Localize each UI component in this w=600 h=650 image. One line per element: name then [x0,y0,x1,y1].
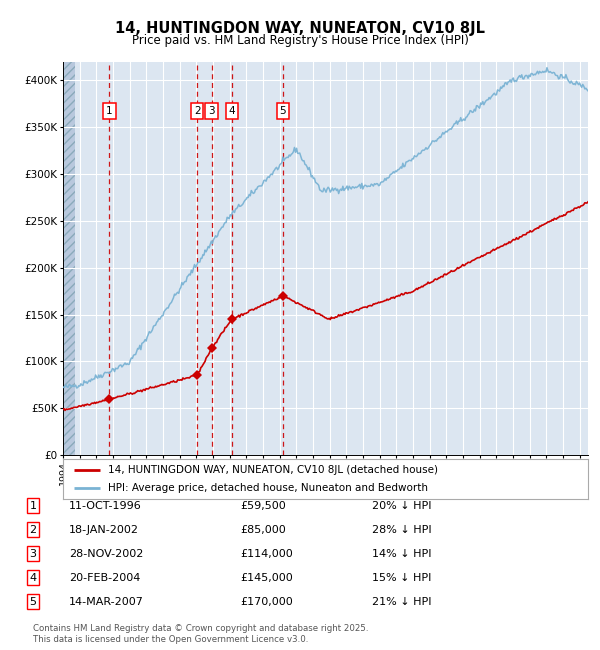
Text: £114,000: £114,000 [240,549,293,559]
Text: 28-NOV-2002: 28-NOV-2002 [69,549,143,559]
Text: 2: 2 [29,525,37,535]
Text: 4: 4 [229,106,235,116]
Text: £145,000: £145,000 [240,573,293,583]
Bar [63,62,74,455]
Text: 5: 5 [280,106,286,116]
Text: 14, HUNTINGDON WAY, NUNEATON, CV10 8JL (detached house): 14, HUNTINGDON WAY, NUNEATON, CV10 8JL (… [107,465,437,474]
Text: 5: 5 [29,597,37,607]
Text: 18-JAN-2002: 18-JAN-2002 [69,525,139,535]
Text: 1: 1 [29,500,37,511]
Text: 3: 3 [29,549,37,559]
Text: 11-OCT-1996: 11-OCT-1996 [69,500,142,511]
Text: 14-MAR-2007: 14-MAR-2007 [69,597,144,607]
Text: £85,000: £85,000 [240,525,286,535]
Text: 14, HUNTINGDON WAY, NUNEATON, CV10 8JL: 14, HUNTINGDON WAY, NUNEATON, CV10 8JL [115,21,485,36]
Text: 1: 1 [106,106,113,116]
Text: 2: 2 [194,106,200,116]
Text: 3: 3 [208,106,215,116]
Text: 14% ↓ HPI: 14% ↓ HPI [372,549,431,559]
Text: 4: 4 [29,573,37,583]
Text: 28% ↓ HPI: 28% ↓ HPI [372,525,431,535]
Text: 20-FEB-2004: 20-FEB-2004 [69,573,140,583]
Text: 20% ↓ HPI: 20% ↓ HPI [372,500,431,511]
Text: Contains HM Land Registry data © Crown copyright and database right 2025.
This d: Contains HM Land Registry data © Crown c… [33,624,368,644]
Text: 21% ↓ HPI: 21% ↓ HPI [372,597,431,607]
Text: Price paid vs. HM Land Registry's House Price Index (HPI): Price paid vs. HM Land Registry's House … [131,34,469,47]
Text: £170,000: £170,000 [240,597,293,607]
Text: 15% ↓ HPI: 15% ↓ HPI [372,573,431,583]
Text: £59,500: £59,500 [240,500,286,511]
Text: HPI: Average price, detached house, Nuneaton and Bedworth: HPI: Average price, detached house, Nune… [107,483,428,493]
